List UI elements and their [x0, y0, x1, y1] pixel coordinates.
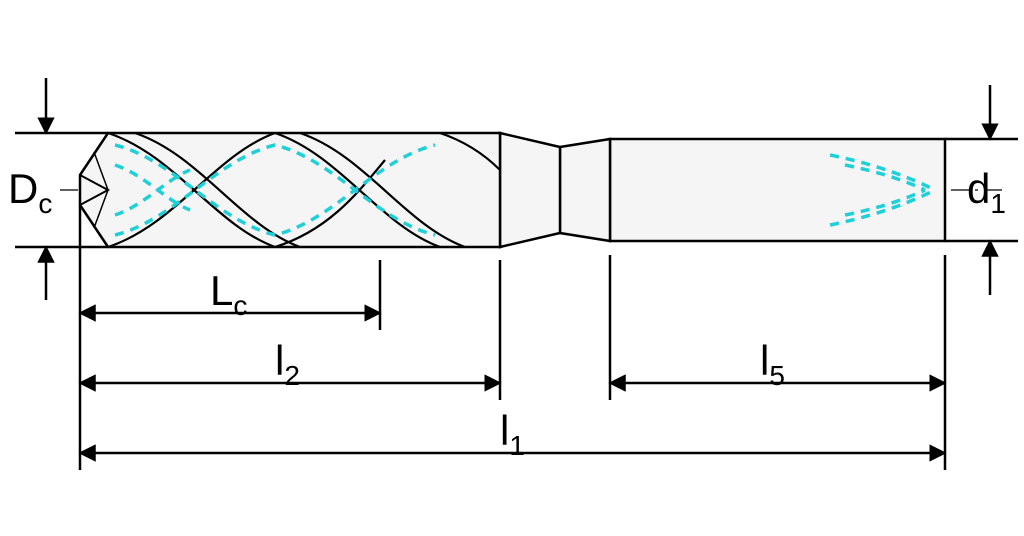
drill-diagram: Dc d1 Lc l2 l5 l1 [0, 0, 1024, 536]
label-l5: l5 [760, 337, 785, 391]
label-d1: d1 [967, 165, 1006, 219]
dim-Lc: Lc [80, 267, 380, 321]
label-l2: l2 [275, 337, 300, 391]
label-Lc: Lc [210, 267, 247, 321]
shank [500, 133, 945, 247]
dim-l2: l2 [80, 337, 500, 391]
dim-l5: l5 [610, 337, 945, 391]
label-Dc: Dc [8, 165, 52, 219]
dim-l1: l1 [80, 407, 945, 461]
label-l1: l1 [500, 407, 525, 461]
